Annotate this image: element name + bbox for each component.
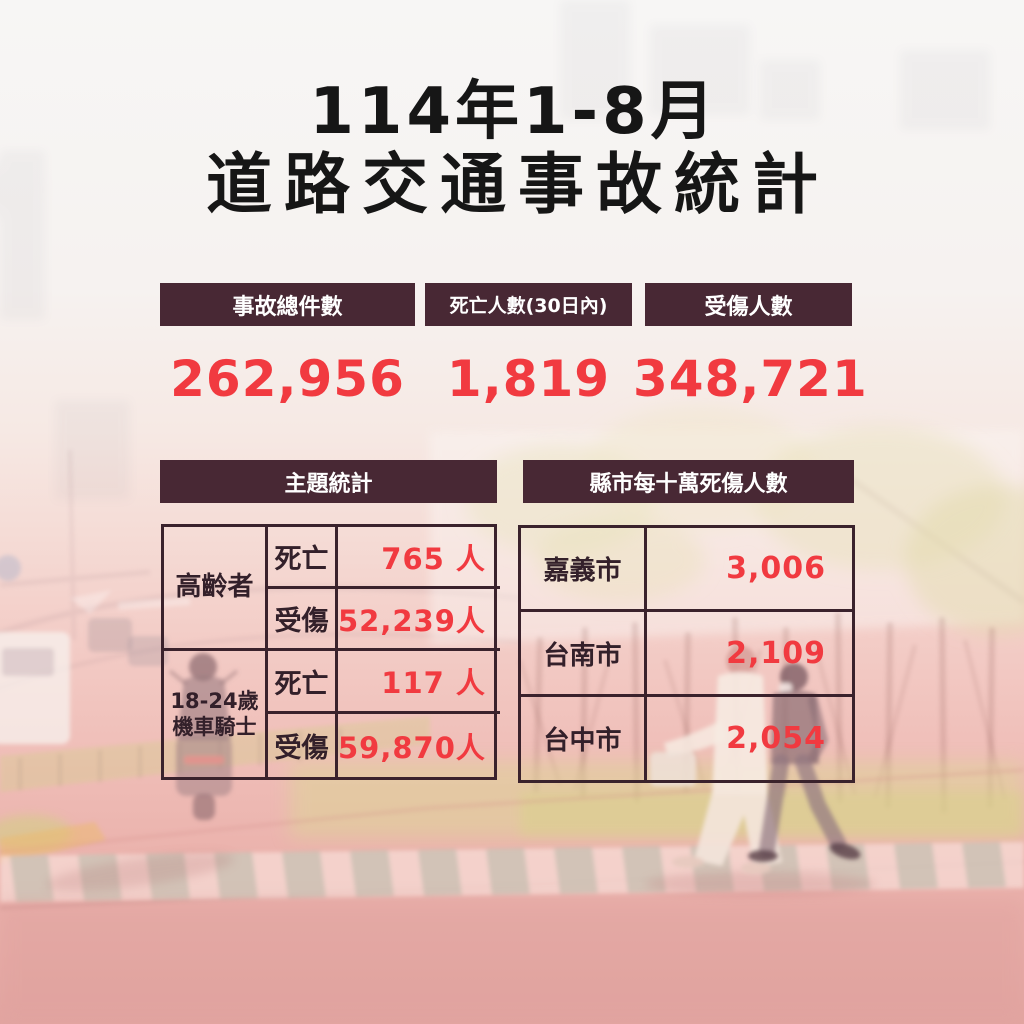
city-value: 2,054 — [726, 721, 826, 756]
topic-metric-value: 59,870人 — [338, 730, 486, 765]
topic-category-label: 高齡者 — [175, 572, 254, 603]
city-name: 台中市 — [521, 697, 647, 780]
topic-metric-label: 死亡 — [268, 527, 338, 589]
topic-category-young-riders: 18-24歲 機車騎士 — [164, 651, 268, 777]
city-value: 3,006 — [647, 528, 852, 612]
city-name: 嘉義市 — [521, 528, 647, 612]
stat-value-injured: 348,721 — [633, 350, 868, 408]
stat-label-injured: 受傷人數 — [645, 283, 852, 326]
stat-value-total-accidents: 262,956 — [170, 350, 405, 408]
city-stats-table: 嘉義市 3,006 台南市 2,109 台中市 2,054 — [518, 525, 855, 783]
city-name: 台南市 — [521, 612, 647, 697]
topic-metric-value: 765 人 — [338, 527, 500, 589]
topic-metric-value: 52,239人 — [338, 589, 500, 651]
topic-stats-table: 高齡者 死亡 765 人 受傷 52,239人 18-24歲 機車騎士 死亡 1… — [161, 524, 500, 780]
topic-category-label: 18-24歲 — [170, 688, 259, 713]
city-section-header: 縣市每十萬死傷人數 — [523, 460, 854, 503]
topic-metric-value: 117 人 — [338, 651, 500, 714]
page-title-line1: 114年1-8月 — [309, 75, 719, 149]
stat-label-total-accidents: 事故總件數 — [160, 283, 415, 326]
stat-value-deaths-30d: 1,819 — [446, 350, 611, 408]
topic-metric-label: 死亡 — [268, 651, 338, 714]
city-value: 2,109 — [647, 612, 852, 697]
topic-metric-label: 受傷 — [268, 714, 338, 777]
topic-category-elderly: 高齡者 — [164, 527, 268, 651]
topic-metric-label: 受傷 — [268, 589, 338, 651]
page-title-line2: 道路交通事故統計 — [206, 146, 830, 223]
stat-label-deaths-30d: 死亡人數(30日內) — [425, 283, 632, 326]
topic-section-header: 主題統計 — [160, 460, 497, 503]
topic-category-label: 機車騎士 — [172, 715, 257, 739]
